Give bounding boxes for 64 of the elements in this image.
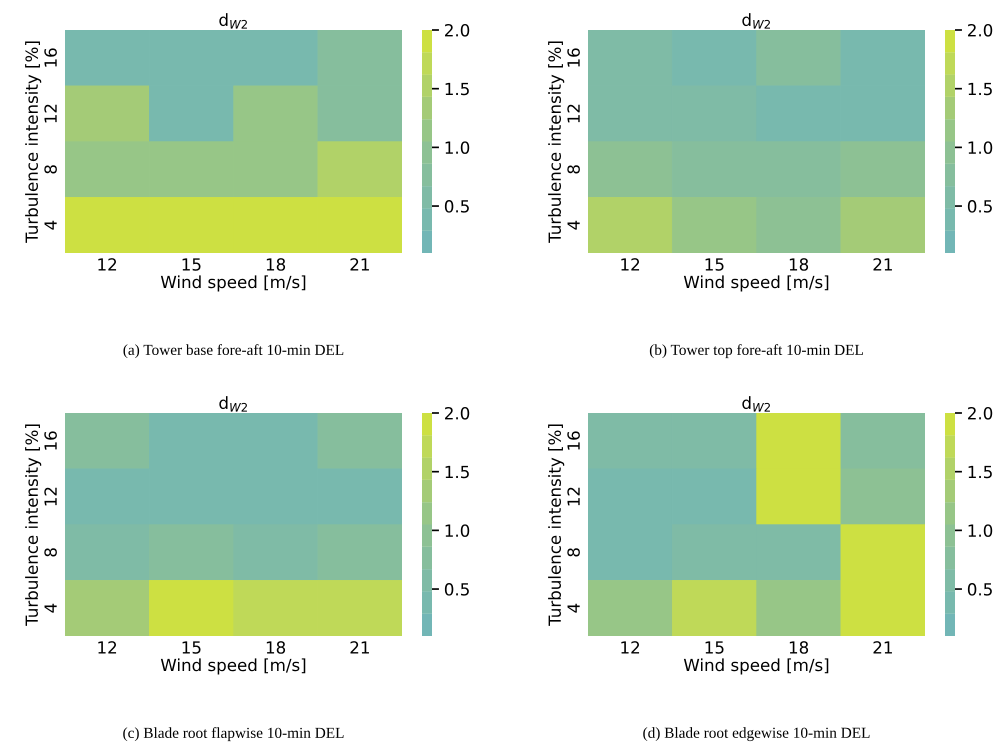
y-tick-label: 16 — [567, 431, 580, 450]
x-tick-label: 12 — [98, 258, 116, 271]
x-tick-label: 18 — [266, 641, 286, 654]
chart-title: d$_{W2}$ — [219, 13, 247, 29]
x-tick-label: 18 — [266, 258, 286, 271]
color-bar-label: 0.5 — [444, 200, 469, 213]
y-tick-label: 16 — [44, 48, 57, 67]
chart-title: d$_{W2}$ — [742, 396, 770, 412]
y-tick-label: 16 — [44, 431, 57, 450]
x-tick-label: 18 — [790, 641, 808, 654]
color-bar-label: 0.5 — [968, 200, 992, 213]
text: (b) Tower top fore-aft 10-min DEL — [650, 344, 863, 358]
y-tick-label: 4 — [568, 604, 580, 613]
color-bar-label: 1.5 — [446, 466, 469, 478]
y-axis-title: Turbulence intensity [%] — [25, 424, 42, 626]
y-axis-title: Turbulence intensity [%] — [25, 42, 42, 243]
x-axis-title: Wind speed [m/s] — [684, 658, 828, 675]
x-tick-label: 21 — [873, 641, 892, 654]
color-bar-label: 1.0 — [968, 141, 992, 154]
x-tick-label: 12 — [98, 641, 116, 654]
y-tick-label: 4 — [44, 604, 57, 613]
x-axis-title: Wind speed [m/s] — [684, 275, 828, 292]
y-tick-label: 4 — [44, 220, 57, 230]
x-axis-title: Wind speed [m/s] — [160, 275, 306, 292]
x-tick-label: 21 — [350, 258, 369, 271]
text: (d) Blade root edgewise 10-min DEL — [643, 727, 870, 742]
x-tick-label: 15 — [706, 258, 724, 271]
color-bar-label: 0.5 — [968, 583, 992, 596]
x-axis-title: Wind speed [m/s] — [160, 658, 306, 675]
y-tick-label: 16 — [567, 48, 580, 67]
x-tick-label: 21 — [873, 258, 892, 271]
color-bar-label: 1.0 — [446, 141, 470, 154]
x-tick-label: 21 — [350, 641, 369, 654]
y-tick-label: 8 — [567, 548, 580, 557]
y-axis-title: Turbulence intensity [%] — [548, 424, 564, 626]
color-bar-label: 1.5 — [446, 82, 469, 96]
color-bar-label: 2.0 — [968, 24, 992, 37]
x-tick-label: 18 — [790, 258, 808, 271]
color-bar-label: 2.0 — [445, 406, 470, 420]
y-tick-label: 8 — [44, 548, 57, 557]
y-axis-title: Turbulence intensity [%] — [548, 42, 564, 243]
y-tick-label: 8 — [567, 165, 580, 174]
y-tick-label: 12 — [567, 488, 580, 506]
y-tick-label: 12 — [44, 104, 57, 122]
x-tick-label: 15 — [182, 641, 201, 654]
color-bar-label: 1.0 — [968, 524, 992, 537]
text: (a) Tower base fore-aft 10-min DEL — [123, 344, 344, 358]
x-tick-label: 12 — [621, 258, 640, 271]
chart-title: d$_{W2}$ — [219, 396, 247, 412]
y-tick-label: 12 — [567, 104, 580, 122]
x-tick-label: 15 — [182, 258, 201, 271]
color-bar-label: 1.0 — [446, 524, 470, 537]
x-tick-label: 15 — [706, 641, 724, 654]
color-bar-label: 2.0 — [445, 24, 470, 37]
x-tick-label: 12 — [621, 641, 640, 654]
color-bar-label: 1.5 — [968, 466, 992, 478]
y-tick-label: 8 — [44, 165, 57, 174]
y-tick-label: 12 — [44, 488, 57, 506]
color-bar-label: 0.5 — [444, 583, 469, 596]
y-tick-label: 4 — [568, 220, 580, 230]
chart-title: d$_{W2}$ — [742, 13, 770, 29]
color-bar-label: 2.0 — [968, 406, 992, 420]
text: (c) Blade root flapwise 10-min DEL — [123, 727, 344, 742]
color-bar-label: 1.5 — [968, 82, 992, 96]
